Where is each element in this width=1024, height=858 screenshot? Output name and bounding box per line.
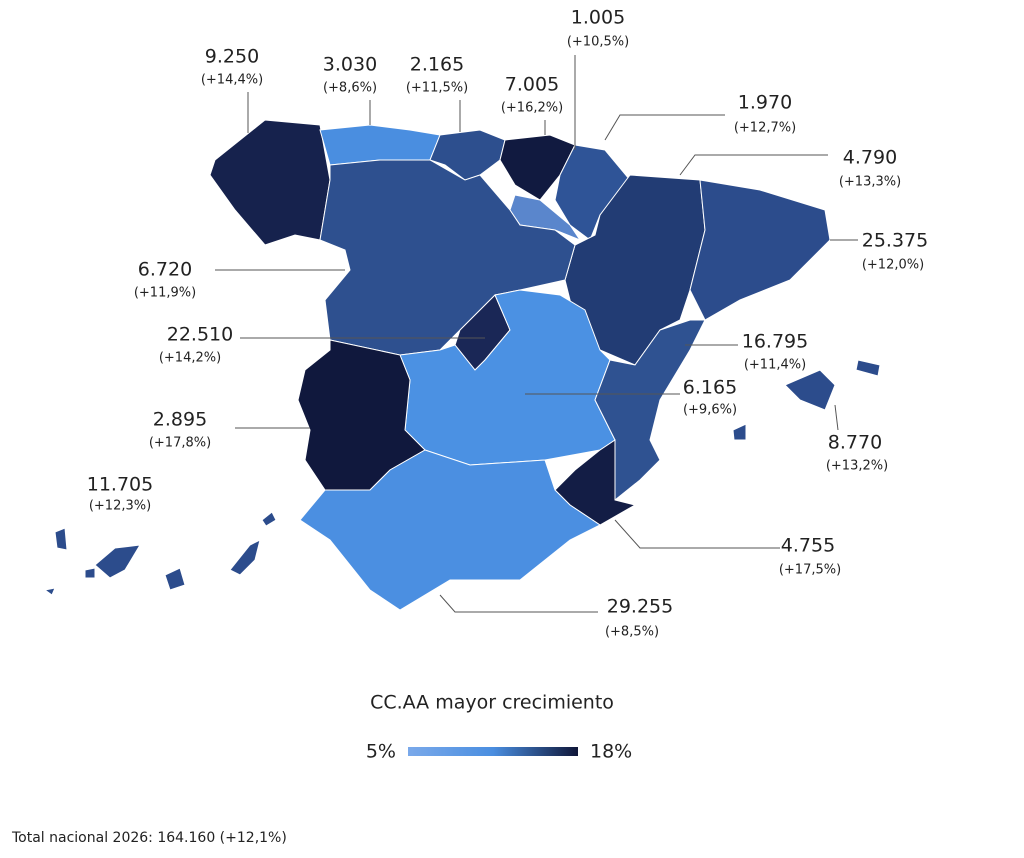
region xyxy=(499,134,576,201)
region xyxy=(94,544,141,579)
legend-max: 18% xyxy=(590,741,632,763)
region-value: 16.795 xyxy=(742,331,808,353)
region-change: (+10,5%) xyxy=(567,35,629,50)
region xyxy=(299,449,601,611)
region-change: (+9,6%) xyxy=(683,403,737,418)
region-value: 4.755 xyxy=(781,535,835,557)
region-change: (+11,9%) xyxy=(134,286,196,301)
region-value: 6.165 xyxy=(683,377,737,399)
region-change: (+13,2%) xyxy=(826,459,888,474)
region xyxy=(229,539,261,576)
region xyxy=(43,587,56,596)
region-change: (+16,2%) xyxy=(501,101,563,116)
region xyxy=(689,179,831,321)
region xyxy=(54,527,68,551)
region-value: 2.895 xyxy=(153,409,207,431)
region-change: (+12,7%) xyxy=(734,121,796,136)
region-value: 29.255 xyxy=(607,596,673,618)
region-value: 25.375 xyxy=(862,230,928,252)
legend-gradient xyxy=(408,747,578,756)
region xyxy=(784,369,836,411)
region-change: (+12,3%) xyxy=(89,499,151,514)
leader-line xyxy=(834,404,839,431)
region-value: 1.005 xyxy=(571,7,625,29)
leader-line xyxy=(679,154,828,176)
region-change: (+8,6%) xyxy=(323,81,377,96)
region-change: (+14,4%) xyxy=(201,73,263,88)
region-value: 7.005 xyxy=(505,74,559,96)
region-value: 3.030 xyxy=(323,54,377,76)
region-value: 2.165 xyxy=(410,54,464,76)
region xyxy=(732,423,747,441)
region xyxy=(209,119,331,246)
region-value: 9.250 xyxy=(205,46,259,68)
region-change: (+17,8%) xyxy=(149,436,211,451)
region-value: 11.705 xyxy=(87,474,153,496)
region xyxy=(594,319,706,502)
region-change: (+8,5%) xyxy=(605,625,659,640)
region-value: 4.790 xyxy=(843,147,897,169)
region-value: 1.970 xyxy=(738,92,792,114)
region-value: 8.770 xyxy=(828,432,882,454)
footer-note: Total nacional 2026: 164.160 (+12,1%) xyxy=(11,830,287,846)
region-change: (+12,0%) xyxy=(862,258,924,273)
region-change: (+11,5%) xyxy=(406,81,468,96)
region-change: (+14,2%) xyxy=(159,351,221,366)
leader-line xyxy=(439,594,598,613)
region-change: (+11,4%) xyxy=(744,358,806,373)
region-value: 6.720 xyxy=(138,259,192,281)
region xyxy=(319,124,441,166)
region xyxy=(261,511,277,527)
leader-line xyxy=(614,519,780,549)
region xyxy=(855,359,881,377)
region xyxy=(164,567,186,591)
region-change: (+13,3%) xyxy=(839,175,901,190)
region xyxy=(84,567,96,579)
leader-line xyxy=(604,114,725,141)
region-change: (+17,5%) xyxy=(779,563,841,578)
legend-title: CC.AA mayor crecimiento xyxy=(370,692,614,714)
legend-min: 5% xyxy=(366,741,396,763)
region-value: 22.510 xyxy=(167,324,233,346)
